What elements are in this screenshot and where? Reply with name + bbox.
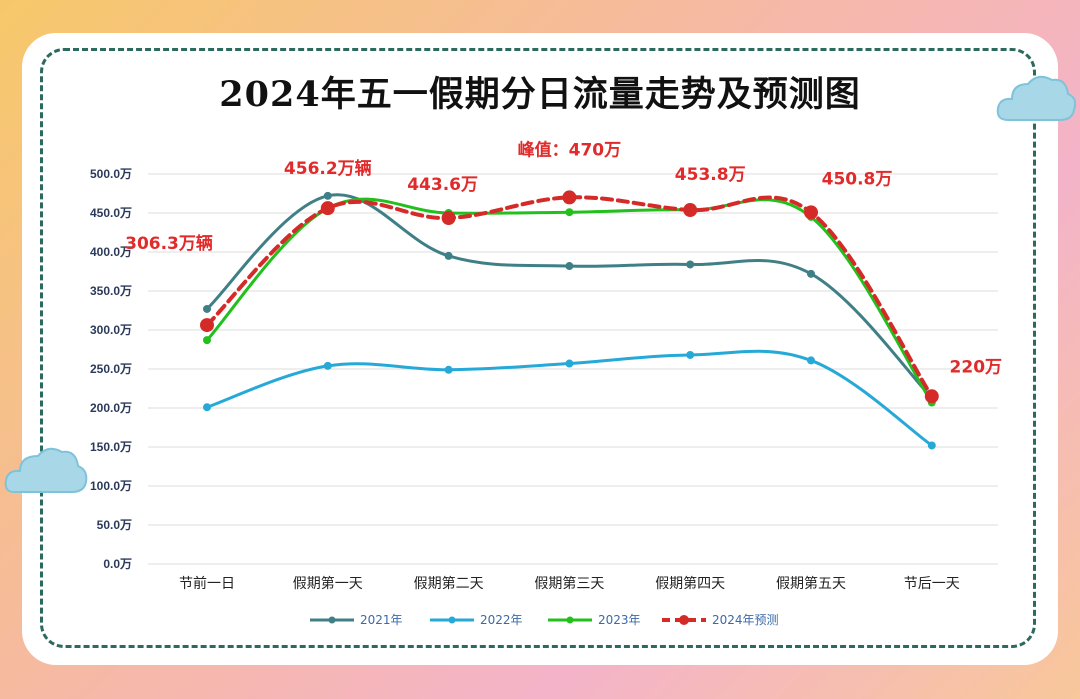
- data-point: [807, 269, 815, 278]
- y-tick-label: 500.0万: [90, 167, 132, 181]
- y-tick-label: 0.0万: [103, 557, 132, 571]
- chart-title: 2024年五一假期分日流量走势及预测图: [219, 74, 861, 115]
- y-tick-label: 100.0万: [90, 479, 132, 493]
- y-tick-label: 400.0万: [90, 245, 132, 259]
- dashed-frame: [40, 48, 1036, 648]
- grid-lines: [148, 173, 998, 565]
- legend-label: 2024年预测: [712, 613, 779, 627]
- data-point: [804, 205, 818, 220]
- x-tick-label: 节后一天: [904, 576, 960, 592]
- x-tick-label: 假期第一天: [293, 575, 363, 592]
- legend-item: 2021年: [310, 613, 403, 627]
- data-label: 峰值：470万: [518, 139, 622, 160]
- data-point: [203, 304, 211, 313]
- legend-marker: [566, 616, 574, 624]
- series-2023年: [203, 197, 936, 407]
- data-point: [323, 191, 332, 200]
- cloud-icon: [4, 447, 88, 493]
- data-label: 220万: [950, 357, 1003, 377]
- data-point: [807, 356, 815, 365]
- data-point: [320, 201, 335, 216]
- data-point: [927, 441, 936, 450]
- data-point: [565, 262, 574, 271]
- y-tick-label: 250.0万: [90, 362, 132, 376]
- data-point: [562, 190, 577, 205]
- legend-item: 2024年预测: [662, 613, 779, 627]
- data-point: [686, 350, 695, 359]
- legend-label: 2022年: [480, 613, 523, 627]
- legend-marker: [448, 616, 456, 624]
- data-label: 306.3万辆: [125, 233, 213, 254]
- data-point: [203, 336, 211, 345]
- series-2022年: [203, 349, 936, 450]
- data-point: [565, 208, 574, 217]
- x-tick-label: 假期第二天: [414, 575, 484, 592]
- data-label: 443.6万: [407, 175, 478, 195]
- series-2024年预测: [200, 190, 939, 404]
- y-tick-label: 200.0万: [90, 401, 132, 415]
- y-tick-label: 50.0万: [97, 518, 132, 532]
- y-tick-label: 450.0万: [90, 206, 132, 220]
- data-label: 456.2万辆: [284, 158, 372, 179]
- y-tick-label: 350.0万: [90, 284, 132, 298]
- cloud-icon: [996, 75, 1076, 121]
- series-line: [205, 197, 934, 405]
- data-point: [444, 365, 453, 374]
- data-point: [200, 318, 214, 333]
- y-tick-label: 150.0万: [90, 440, 132, 454]
- legend-marker: [328, 616, 336, 624]
- data-label: 453.8万: [675, 165, 746, 185]
- x-tick-label: 假期第四天: [655, 575, 725, 592]
- legend-marker: [679, 615, 689, 625]
- data-point: [323, 361, 332, 370]
- x-tick-label: 假期第五天: [776, 575, 846, 592]
- legend-item: 2022年: [430, 613, 523, 627]
- legend-label: 2021年: [360, 613, 403, 627]
- legend-label: 2023年: [598, 613, 641, 627]
- data-label: 450.8万: [822, 169, 893, 189]
- chart-card: [22, 33, 1058, 665]
- data-point: [203, 403, 211, 412]
- data-point: [686, 260, 695, 269]
- data-point: [565, 359, 574, 368]
- data-point: [441, 210, 456, 225]
- legend-item: 2023年: [548, 613, 641, 627]
- y-tick-label: 300.0万: [90, 323, 132, 337]
- data-point: [683, 203, 698, 218]
- x-tick-label: 节前一日: [179, 575, 235, 592]
- data-point: [444, 251, 453, 260]
- data-point: [924, 389, 939, 404]
- x-tick-label: 假期第三天: [534, 575, 604, 592]
